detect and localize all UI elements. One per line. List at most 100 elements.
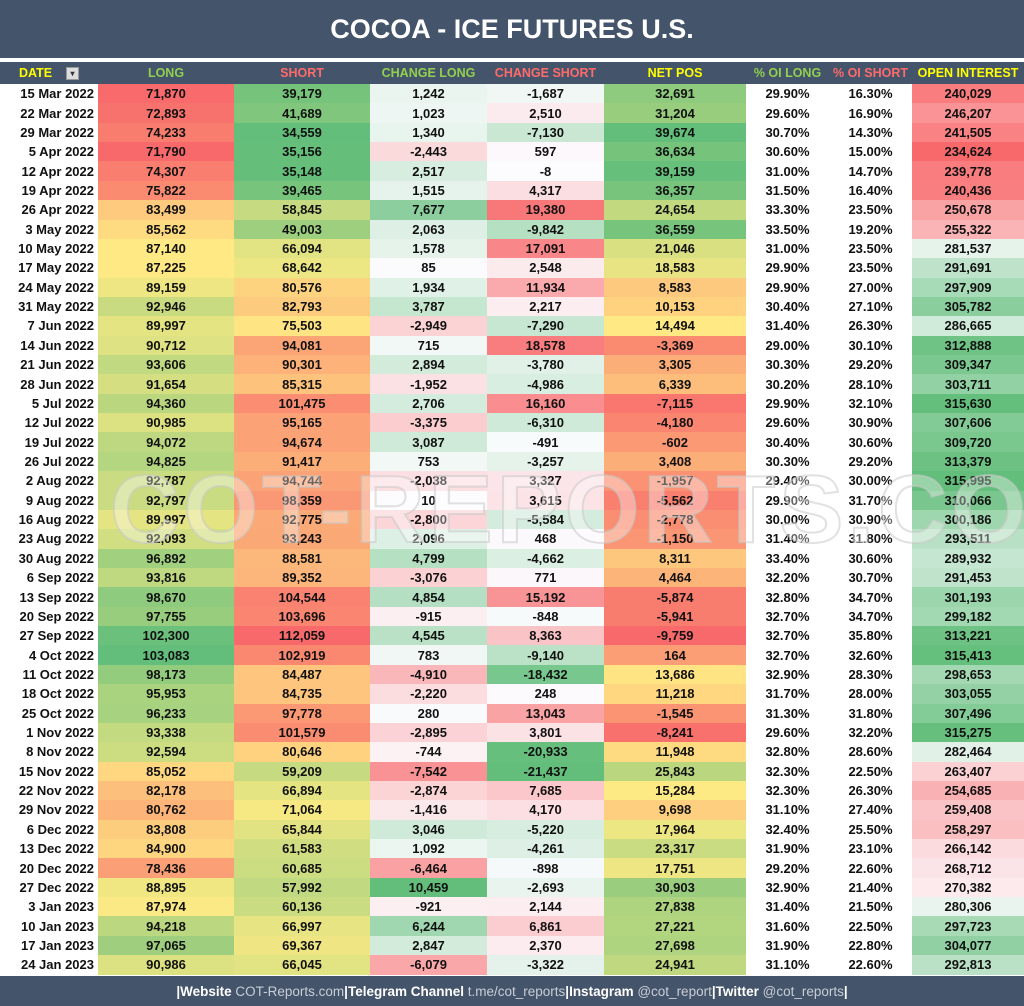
cell-open-interest: 301,193 bbox=[912, 587, 1024, 607]
cell-change-long: 3,787 bbox=[370, 296, 487, 317]
cell-change-short: -7,290 bbox=[487, 316, 604, 336]
cell-open-interest: 246,207 bbox=[912, 103, 1024, 123]
cell-long: 89,159 bbox=[98, 277, 234, 297]
cell-change-long: 2,706 bbox=[370, 393, 487, 414]
cell-open-interest: 310,066 bbox=[912, 490, 1024, 510]
cell-change-short: -21,437 bbox=[487, 761, 604, 781]
cell-change-long: 6,244 bbox=[370, 916, 487, 936]
cell-long: 78,436 bbox=[98, 858, 234, 878]
cell-open-interest: 315,413 bbox=[912, 645, 1024, 665]
telegram-link[interactable]: t.me/cot_reports bbox=[467, 983, 566, 999]
cell-long: 92,946 bbox=[98, 296, 234, 317]
cell-long: 74,307 bbox=[98, 161, 234, 181]
cell-open-interest: 289,932 bbox=[912, 548, 1024, 568]
cell-change-long: -744 bbox=[370, 742, 487, 762]
cell-open-interest: 259,408 bbox=[912, 800, 1024, 820]
cell-open-interest: 266,142 bbox=[912, 839, 1024, 859]
cell-change-long: 2,096 bbox=[370, 529, 487, 549]
cell-short: 66,045 bbox=[234, 955, 370, 975]
cell-change-short: 771 bbox=[487, 567, 604, 588]
cell-change-short: -3,780 bbox=[487, 355, 604, 375]
table-row: 26 Jul 2022 94,825 91,417 753 -3,257 3,408 30.… bbox=[0, 451, 1024, 472]
cell-long: 75,822 bbox=[98, 180, 234, 201]
cell-pct-oi-long: 32.30% bbox=[765, 763, 810, 779]
cell-short: 66,997 bbox=[234, 916, 370, 936]
cell-short: 84,735 bbox=[234, 684, 370, 704]
cell-short: 103,696 bbox=[234, 606, 370, 627]
cell-long: 96,892 bbox=[98, 548, 234, 568]
cell-long: 90,986 bbox=[98, 955, 234, 975]
table-row: 1 Nov 2022 93,338 101,579 -2,895 3,801 -8,241… bbox=[0, 722, 1024, 743]
cell-long: 89,997 bbox=[98, 509, 234, 530]
cell-change-long: -921 bbox=[370, 897, 487, 917]
cell-date: 25 Oct 2022 bbox=[21, 705, 94, 721]
cell-change-short: 3,327 bbox=[487, 471, 604, 491]
cell-change-long: 4,799 bbox=[370, 548, 487, 568]
table-row: 15 Mar 2022 71,870 39,179 1,242 -1,687 32,691… bbox=[0, 84, 1024, 104]
header-label: CHANGE SHORT bbox=[494, 66, 597, 80]
cell-net-pos: 24,941 bbox=[604, 955, 746, 975]
table-row: 29 Nov 2022 80,762 71,064 -1,416 4,170 9,698 3… bbox=[0, 800, 1024, 820]
cell-open-interest: 270,382 bbox=[912, 877, 1024, 898]
instagram-link[interactable]: @cot_report bbox=[637, 983, 712, 999]
cell-change-short: 2,510 bbox=[487, 103, 604, 123]
cell-change-long: 4,545 bbox=[370, 626, 487, 646]
cell-long: 74,233 bbox=[98, 122, 234, 143]
cell-open-interest: 313,221 bbox=[912, 626, 1024, 646]
website-link[interactable]: COT-Reports.com bbox=[235, 983, 345, 999]
cell-net-pos: 10,153 bbox=[604, 296, 746, 317]
header-label: % OI LONG bbox=[753, 66, 822, 80]
cell-long: 72,893 bbox=[98, 103, 234, 123]
header-change-short: CHANGE SHORT bbox=[487, 62, 604, 84]
table-row: 19 Apr 2022 75,822 39,465 1,515 4,317 36,357 3… bbox=[0, 180, 1024, 201]
cell-net-pos: 30,903 bbox=[604, 877, 746, 898]
twitter-link[interactable]: @cot_reports bbox=[762, 983, 844, 999]
cell-change-long: 280 bbox=[370, 703, 487, 723]
cell-change-long: 7,677 bbox=[370, 200, 487, 220]
cell-change-short: -7,130 bbox=[487, 122, 604, 143]
cell-open-interest: 305,782 bbox=[912, 296, 1024, 317]
cell-change-long: 783 bbox=[370, 645, 487, 665]
cell-short: 84,487 bbox=[234, 664, 370, 685]
table-row: 17 May 2022 87,225 68,642 85 2,548 18,583 29.9… bbox=[0, 258, 1024, 278]
cell-pct-oi-short: 14.70% bbox=[848, 163, 893, 179]
cell-change-long: 2,063 bbox=[370, 219, 487, 239]
cell-pct-oi-short: 15.00% bbox=[848, 144, 893, 160]
cell-pct-oi-long: 33.30% bbox=[765, 202, 810, 218]
cell-pct-oi-short: 21.50% bbox=[848, 899, 893, 915]
cell-change-short: 11,934 bbox=[487, 277, 604, 297]
cell-pct-oi-short: 28.10% bbox=[848, 376, 893, 392]
cell-date: 12 Jul 2022 bbox=[24, 415, 94, 431]
table-row: 20 Dec 2022 78,436 60,685 -6,464 -898 17,751 2… bbox=[0, 858, 1024, 878]
report-title: COCOA - ICE FUTURES U.S. bbox=[0, 0, 1024, 58]
cell-open-interest: 282,464 bbox=[912, 742, 1024, 762]
cell-change-short: -848 bbox=[487, 606, 604, 627]
cell-change-long: 4,854 bbox=[370, 587, 487, 607]
cell-long: 97,065 bbox=[98, 935, 234, 956]
cell-pct-oi-short: 32.20% bbox=[848, 725, 893, 741]
table-row: 12 Jul 2022 90,985 95,165 -3,375 -6,310 -4,18… bbox=[0, 413, 1024, 433]
header-label: OPEN INTEREST bbox=[917, 66, 1019, 80]
cell-net-pos: 4,464 bbox=[604, 567, 746, 588]
cell-change-long: 1,515 bbox=[370, 180, 487, 201]
filter-sort-icon[interactable]: ▾ bbox=[66, 66, 80, 80]
cell-date: 26 Apr 2022 bbox=[21, 202, 94, 218]
cell-short: 61,583 bbox=[234, 839, 370, 859]
header-date[interactable]: DATE ▾ bbox=[0, 62, 98, 84]
table-row: 27 Dec 2022 88,895 57,992 10,459 -2,693 30,90… bbox=[0, 877, 1024, 898]
cell-short: 35,156 bbox=[234, 142, 370, 162]
cell-pct-oi-long: 29.90% bbox=[765, 260, 810, 276]
table-row: 10 May 2022 87,140 66,094 1,578 17,091 21,046… bbox=[0, 238, 1024, 259]
cell-pct-oi-short: 34.70% bbox=[848, 589, 893, 605]
cell-change-long: 85 bbox=[370, 258, 487, 278]
cell-net-pos: 17,964 bbox=[604, 819, 746, 840]
table-header: DATE ▾ LONG SHORT CHANGE LONG CHANGE SHORT NET… bbox=[0, 62, 1024, 84]
separator: | bbox=[843, 983, 848, 999]
cell-pct-oi-long: 32.70% bbox=[765, 628, 810, 644]
cell-open-interest: 258,297 bbox=[912, 819, 1024, 840]
cell-pct-oi-short: 23.10% bbox=[848, 841, 893, 857]
table-row: 13 Sep 2022 98,670 104,544 4,854 15,192 -5,87… bbox=[0, 587, 1024, 607]
cell-short: 91,417 bbox=[234, 451, 370, 472]
table-row: 11 Oct 2022 98,173 84,487 -4,910 -18,432 13,6… bbox=[0, 664, 1024, 685]
cell-pct-oi-short: 29.20% bbox=[848, 357, 893, 373]
